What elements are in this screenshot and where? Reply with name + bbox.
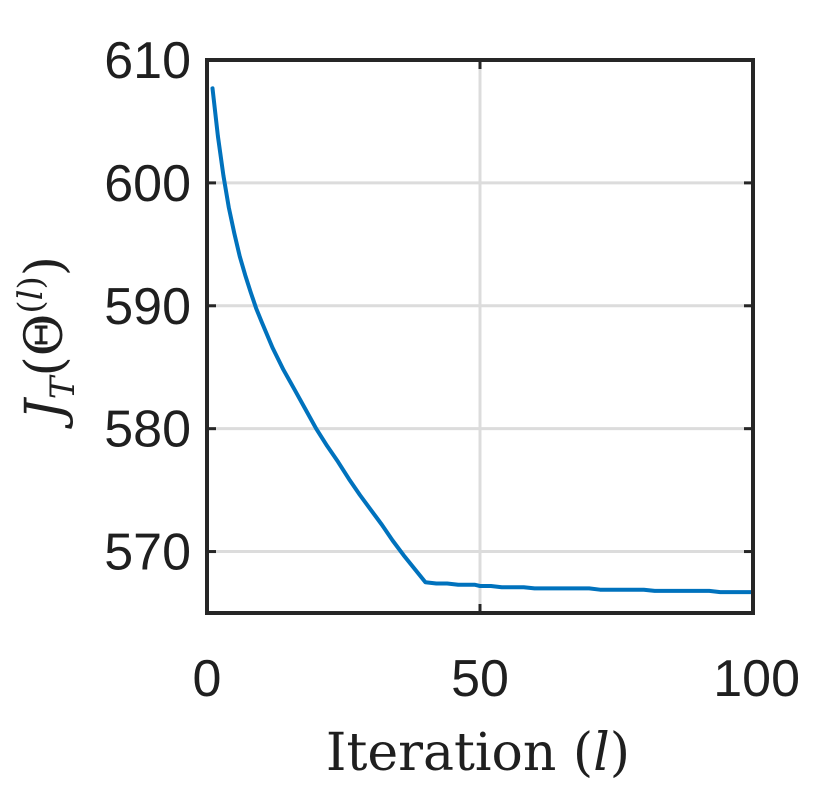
- y-tick-label: 600: [104, 155, 191, 213]
- y-tick-label: 590: [104, 278, 191, 336]
- x-axis-label: Iteration (l): [326, 723, 630, 783]
- y-tick-label: 570: [104, 524, 191, 582]
- y-axis-label: JT(Θ(l)): [11, 256, 83, 429]
- y-tick-label: 610: [104, 32, 191, 90]
- y-tick-label: 580: [104, 401, 191, 459]
- x-tick-label: 100: [713, 650, 800, 708]
- x-tick-label: 50: [451, 650, 509, 708]
- y-tick-labels: 570 580 590 600 610: [104, 32, 191, 582]
- x-tick-label: 0: [193, 650, 222, 708]
- series-line: [210, 86, 755, 595]
- x-tick-labels: 0 50 100: [193, 650, 800, 708]
- grid-lines: [207, 60, 753, 613]
- tick-marks: [205, 58, 755, 613]
